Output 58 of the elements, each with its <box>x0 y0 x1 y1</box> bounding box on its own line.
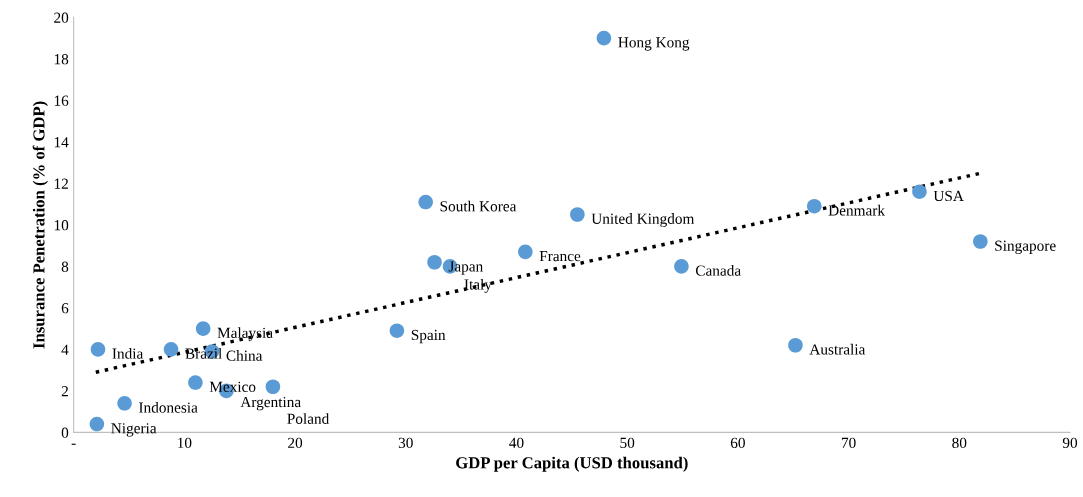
x-axis-title: GDP per Capita (USD thousand) <box>456 456 688 472</box>
point <box>163 342 179 357</box>
x-tick-label: 40 <box>509 437 524 448</box>
y-tick-label: 8 <box>61 261 69 272</box>
annotation: India <box>112 348 144 359</box>
point <box>90 342 106 357</box>
point <box>117 396 132 411</box>
y-tick-label: 16 <box>54 95 69 106</box>
annotation: Indonesia <box>139 401 198 413</box>
annotation: Singapore <box>995 240 1056 254</box>
x-tick-label: - <box>71 443 76 445</box>
point <box>89 416 105 432</box>
point <box>912 184 927 199</box>
point <box>788 337 803 353</box>
x-tick-label: 20 <box>288 437 303 448</box>
annotation: Denmark <box>828 204 885 216</box>
point <box>188 375 203 390</box>
annotation: Hong Kong <box>618 37 690 51</box>
y-tick-label: 18 <box>54 54 69 65</box>
y-tick-label: 6 <box>61 303 69 314</box>
y-tick-label: 4 <box>61 344 69 355</box>
x-tick-label: 10 <box>178 437 192 448</box>
x-tick-label: 60 <box>730 437 745 448</box>
point <box>973 234 988 249</box>
point <box>427 254 442 270</box>
y-tick-label: 20 <box>54 12 69 23</box>
point <box>195 321 211 336</box>
point <box>389 323 405 338</box>
point <box>518 244 533 260</box>
annotation: China <box>226 350 263 361</box>
annotation: USA <box>933 190 964 202</box>
annotation: Canada <box>695 265 741 276</box>
point <box>265 379 281 395</box>
y-axis-title: Insurance Penetration (% of GDP) <box>32 101 48 349</box>
annotation: Malaysia <box>217 327 273 342</box>
y-tick-label: 2 <box>61 386 68 397</box>
annotation: Spain <box>411 329 446 344</box>
annotation: Nigeria <box>111 423 157 437</box>
point <box>596 30 612 46</box>
point <box>674 259 689 274</box>
y-tick-label: 14 <box>54 137 69 148</box>
annotation: Poland <box>287 413 330 424</box>
y-tick-label: 12 <box>54 178 68 189</box>
point <box>570 207 585 222</box>
x-tick-label: 30 <box>398 437 413 448</box>
annotation: Argentina <box>240 396 301 411</box>
annotation: Australia <box>809 343 866 355</box>
x-tick-label: 80 <box>952 437 967 448</box>
x-tick-label: 50 <box>620 437 635 448</box>
y-tick-label: 10 <box>54 220 69 231</box>
annotation: United Kingdom <box>591 213 695 228</box>
y-tick-label: 0 <box>61 427 69 438</box>
x-tick-label: 90 <box>1062 437 1078 448</box>
annotation: South Korea <box>440 200 517 212</box>
x-tick-label: 70 <box>841 437 856 448</box>
point <box>806 198 822 214</box>
annotation: France <box>539 251 581 262</box>
point <box>418 194 433 210</box>
